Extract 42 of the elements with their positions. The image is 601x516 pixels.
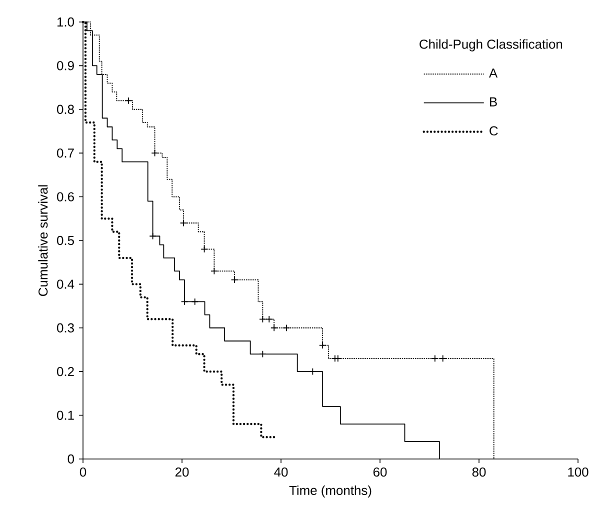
point [439, 354, 447, 362]
y-tick-label: 0.5 [57, 236, 74, 246]
point [265, 316, 273, 323]
point [180, 298, 188, 306]
y-tick-label: 0.1 [57, 410, 74, 420]
y-tick-label: 0.9 [57, 61, 74, 70]
legend-title: Child-Pugh Classification [420, 39, 562, 52]
point [124, 97, 132, 104]
point [230, 276, 238, 284]
x-tick-label: 60 [373, 467, 387, 477]
y-axis-title: Cumulative survival [38, 185, 48, 296]
y-tick-label: 0.7 [57, 148, 74, 158]
point [200, 246, 208, 253]
x-tick-label: 100 [568, 467, 588, 477]
legend-label: C [490, 126, 498, 136]
x-tick-label: 80 [472, 467, 486, 477]
legend-label: B [490, 97, 497, 106]
point [149, 232, 156, 240]
point [151, 149, 158, 157]
y-tick-label: 0.4 [57, 280, 74, 289]
x-tick-label: 40 [274, 467, 288, 477]
point [334, 354, 342, 362]
y-tick-label: 1.0 [57, 17, 74, 27]
point [210, 267, 218, 275]
x-axis-title: Time (months) [289, 485, 372, 498]
y-tick-label: 0.3 [57, 323, 74, 332]
point [180, 219, 188, 227]
legend-label: A [488, 68, 498, 78]
point [259, 350, 266, 358]
point [259, 316, 266, 323]
point [431, 354, 439, 362]
y-tick-label: 0.6 [57, 192, 74, 202]
y-tick-label: 0.8 [57, 104, 74, 114]
y-tick-label: 0.2 [57, 366, 74, 376]
y-tick-label: 0 [68, 454, 74, 464]
point [318, 342, 326, 350]
x-tick-label: 20 [175, 467, 189, 477]
point [270, 324, 278, 332]
point [282, 324, 290, 332]
x-tick-label: 0 [80, 467, 86, 477]
point [191, 298, 199, 306]
point [309, 368, 316, 376]
